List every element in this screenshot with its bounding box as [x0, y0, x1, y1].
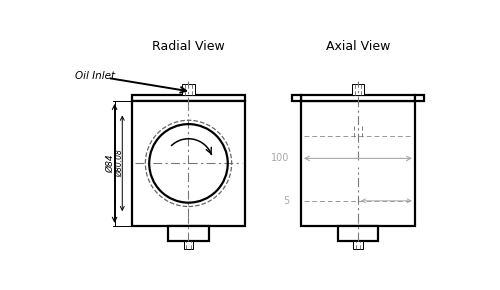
Bar: [415, 95, 424, 101]
Bar: [168, 226, 208, 241]
Bar: [338, 226, 378, 241]
Bar: [352, 84, 364, 95]
Text: 100: 100: [271, 153, 289, 163]
Bar: [292, 95, 301, 101]
Text: Ø84: Ø84: [106, 154, 115, 173]
Text: Ø80.08: Ø80.08: [114, 149, 124, 177]
Bar: [182, 84, 194, 95]
Bar: [132, 101, 246, 226]
Bar: [301, 101, 415, 226]
Bar: [132, 95, 246, 101]
Text: 5: 5: [283, 196, 290, 206]
Bar: [184, 241, 193, 249]
Bar: [354, 241, 362, 249]
Bar: [301, 95, 415, 101]
Text: Oil Inlet: Oil Inlet: [76, 70, 116, 81]
Text: Radial View: Radial View: [152, 40, 225, 53]
Text: Axial View: Axial View: [326, 40, 390, 53]
